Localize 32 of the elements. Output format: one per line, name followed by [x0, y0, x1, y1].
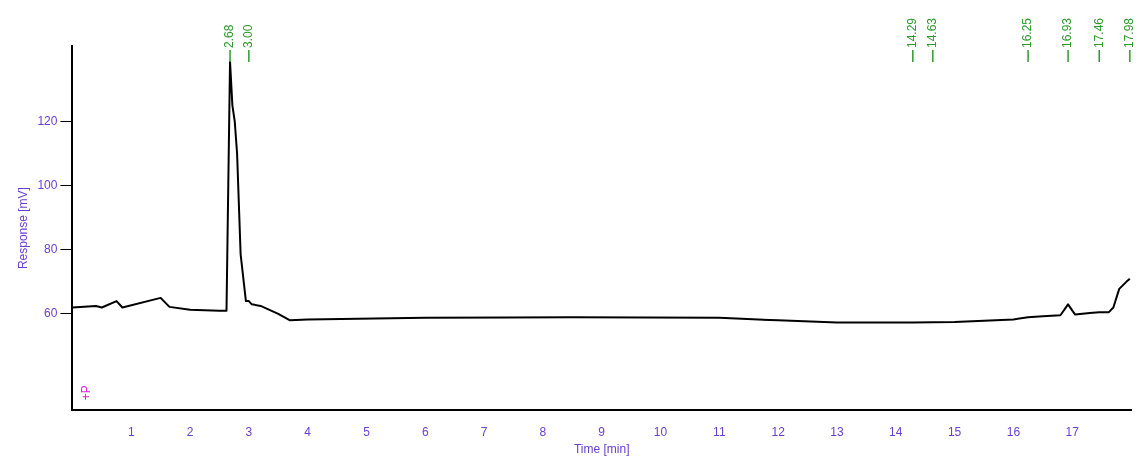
y-tick-label: 100 [37, 177, 58, 192]
x-tick-label: 3 [245, 424, 253, 439]
x-tick-label: 13 [830, 424, 844, 439]
x-tick-label: 5 [363, 424, 371, 439]
x-tick-label: 11 [713, 424, 726, 439]
x-tick-label: 6 [421, 424, 429, 439]
x-tick-label: 14 [889, 424, 903, 439]
annotation: 16.93 [1060, 17, 1075, 48]
annotation: 2.68 [222, 24, 237, 48]
annotation: 3.00 [241, 24, 256, 48]
x-tick-label: 4 [304, 424, 312, 439]
x-tick-label: 7 [480, 424, 488, 439]
x-tick-label: 16 [1006, 424, 1021, 439]
x-tick-label: 2 [186, 424, 194, 439]
x-tick-label: 8 [539, 424, 547, 439]
x-tick-label: 12 [771, 424, 786, 439]
annotation: 16.25 [1020, 17, 1035, 48]
x-tick-label: 17 [1065, 424, 1080, 439]
y-axis-title: Response [mV] [15, 187, 30, 270]
y-tick-label: 120 [37, 113, 58, 128]
x-tick-label: 10 [653, 424, 668, 439]
annotation: 14.63 [925, 17, 940, 48]
x-tick-label: 1 [127, 424, 135, 439]
y-tick-label: 80 [44, 242, 58, 257]
x-tick-label: 9 [598, 424, 606, 439]
annotation: 17.98 [1122, 17, 1137, 48]
annotation: +P [78, 385, 93, 401]
y-tick-label: 60 [44, 306, 58, 321]
x-axis-title: Time [min] [573, 442, 630, 457]
annotation: 14.29 [905, 17, 920, 48]
annotation: 17.46 [1091, 17, 1106, 48]
x-tick-label: 15 [947, 424, 962, 439]
